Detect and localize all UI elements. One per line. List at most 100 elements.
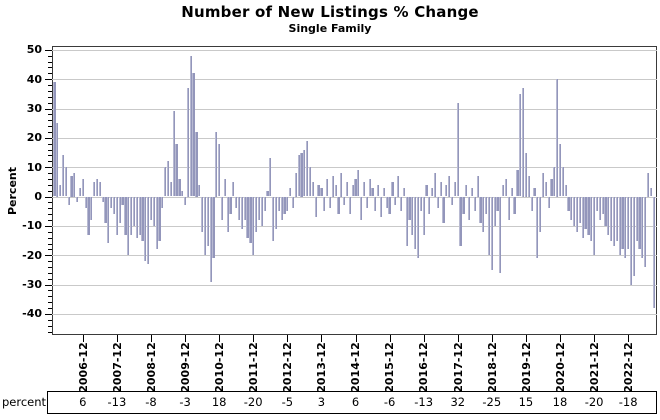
bar: [206, 196, 209, 247]
bar: [101, 196, 104, 203]
bar: [632, 196, 635, 276]
bar: [56, 123, 59, 197]
bar: [368, 178, 371, 197]
y-axis-minor-tick: [48, 202, 52, 204]
bar: [195, 132, 198, 197]
bar: [575, 196, 579, 232]
bar: [371, 187, 374, 197]
bar: [521, 88, 525, 197]
bar: [135, 196, 138, 238]
y-axis-minor-tick: [48, 261, 52, 263]
bar: [405, 196, 408, 247]
bar: [249, 196, 252, 244]
chart-subtitle: Single Family: [288, 22, 372, 35]
table-cell: -5: [281, 395, 294, 409]
bar: [465, 184, 468, 197]
bar: [533, 187, 536, 197]
y-axis-minor-tick: [48, 231, 52, 233]
y-axis-minor-tick: [48, 220, 52, 221]
y-axis-minor-tick: [48, 61, 52, 63]
bar: [641, 196, 644, 259]
bar: [635, 196, 638, 241]
bar: [306, 140, 309, 197]
bar: [414, 196, 417, 250]
bar: [201, 196, 204, 232]
y-axis-tick-label: 50: [26, 43, 42, 57]
bar: [314, 196, 317, 217]
bar: [476, 176, 479, 197]
bar: [581, 196, 584, 238]
bar: [450, 196, 454, 206]
bar: [110, 196, 113, 209]
bar: [351, 184, 354, 197]
y-axis-minor-tick: [48, 90, 52, 92]
x-axis-tick: [389, 335, 391, 342]
bar: [448, 176, 451, 197]
bar: [408, 196, 411, 220]
bar: [58, 184, 62, 197]
bar: [237, 196, 241, 220]
bar: [243, 196, 246, 220]
y-axis-tick-label: 40: [26, 72, 42, 86]
bar: [479, 196, 482, 223]
bar: [325, 178, 329, 197]
y-axis-minor-tick: [48, 143, 52, 145]
x-axis-tick-label: 2022-12: [621, 341, 635, 393]
x-axis-tick: [560, 335, 561, 342]
bar: [502, 184, 505, 197]
y-axis-minor-tick: [48, 266, 52, 268]
y-axis-minor-tick: [48, 331, 52, 333]
bar: [311, 181, 314, 197]
bar: [161, 196, 164, 209]
y-axis-minor-tick: [48, 85, 52, 86]
y-axis-minor-tick: [48, 243, 52, 245]
bar: [590, 196, 593, 241]
bar: [169, 181, 172, 197]
y-axis-minor-tick: [48, 208, 52, 210]
x-axis-tick: [491, 335, 493, 342]
bar: [388, 196, 391, 215]
bar: [84, 196, 87, 209]
gridline: [52, 313, 657, 315]
table-cell: -18: [618, 395, 638, 409]
bar: [357, 170, 360, 197]
x-axis-tick: [185, 335, 187, 342]
table-row-label: percent: [2, 395, 47, 409]
y-axis-tick-label: -20: [22, 248, 42, 262]
chart-title: Number of New Listings % Change: [181, 3, 479, 21]
bar: [615, 196, 618, 241]
bar: [132, 196, 136, 226]
bar: [487, 196, 491, 256]
bar: [166, 161, 170, 197]
table-cell: 15: [518, 395, 534, 409]
bar: [226, 196, 229, 232]
bar: [473, 196, 476, 212]
bar: [291, 196, 295, 209]
y-axis-minor-tick: [48, 308, 52, 309]
bar: [539, 196, 542, 232]
bar: [297, 155, 300, 197]
bar: [155, 196, 158, 250]
y-axis-minor-tick: [48, 96, 52, 98]
bar: [252, 196, 255, 256]
bar: [78, 187, 82, 197]
y-axis-major-tick: [45, 167, 52, 169]
bar: [459, 196, 462, 247]
y-axis-minor-tick: [48, 190, 52, 192]
bar: [385, 196, 388, 209]
bar: [416, 196, 420, 259]
bar: [485, 196, 488, 215]
bar: [578, 196, 581, 223]
table-cell: 18: [552, 395, 568, 409]
gridline: [52, 255, 657, 257]
bar: [152, 196, 155, 226]
bar: [158, 196, 161, 241]
bar: [272, 196, 275, 241]
bar: [402, 187, 405, 197]
y-axis-major-tick: [45, 313, 52, 315]
bar: [95, 178, 99, 197]
bar: [601, 196, 604, 215]
bar: [212, 196, 215, 259]
x-axis-tick: [287, 335, 289, 342]
